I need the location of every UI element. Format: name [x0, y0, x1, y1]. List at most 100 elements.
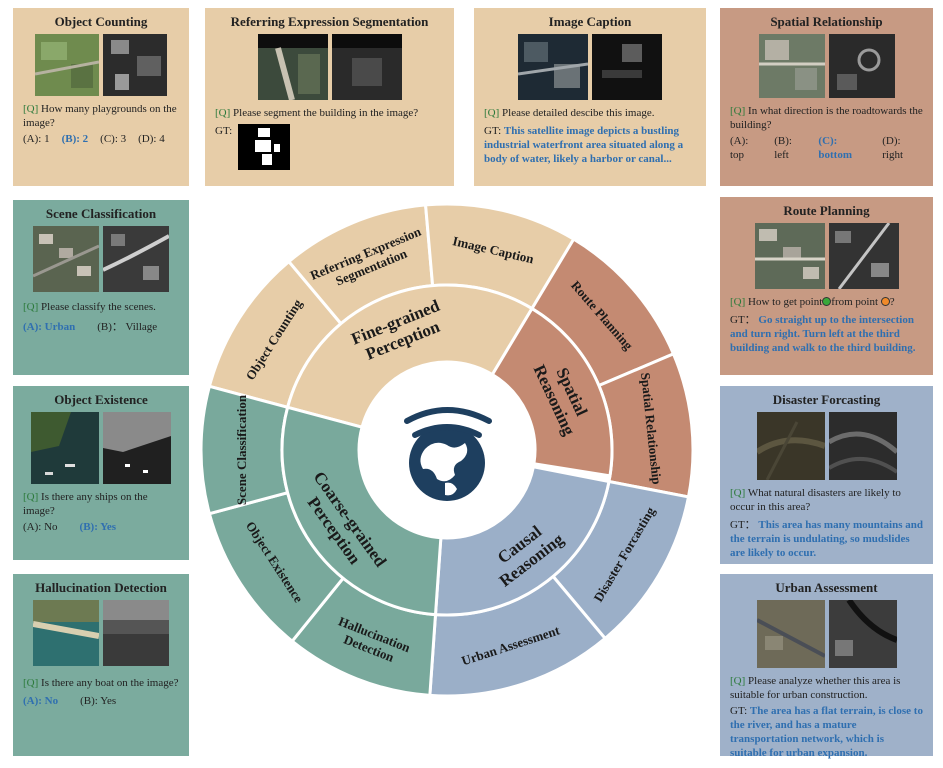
- card-title: Scene Classification: [45, 206, 157, 221]
- options: (A): 1 (B): 2 (C): 3 (D): 4: [23, 132, 179, 146]
- question-text: Is there any ships on the image?: [23, 491, 148, 517]
- question-text: How many playgrounds on the image?: [23, 103, 177, 129]
- question-text: In what direction is the roadtowards the…: [730, 105, 923, 131]
- image-pair: [23, 34, 179, 96]
- question-text-a: How to get point: [748, 296, 823, 308]
- question: [Q] Please analyze whether this area is …: [730, 674, 923, 702]
- sar-image: [828, 600, 897, 668]
- option-c: (C): bottom: [818, 135, 853, 161]
- image-pair: [215, 34, 444, 100]
- ground-truth: GT: The area has a flat terrain, is clos…: [730, 704, 923, 760]
- card-title: Spatial Relationship: [770, 14, 883, 29]
- card-title: Object Existence: [54, 392, 148, 407]
- gt-tag: GT:: [215, 125, 233, 137]
- green-point-icon: [822, 297, 832, 306]
- option-d: (D): right: [882, 135, 904, 161]
- question-text: Please analyze whether this area is suit…: [730, 675, 901, 701]
- sar-image: [103, 412, 171, 484]
- q-tag: [Q]: [23, 103, 39, 115]
- sar-image: [331, 34, 402, 100]
- card-title: Disaster Forcasting: [772, 392, 881, 407]
- q-tag: [Q]: [23, 677, 39, 689]
- card-title: Referring Expression Segmentation: [230, 14, 429, 29]
- card-title: Image Caption: [548, 14, 632, 29]
- options: (A): No (B): Yes: [23, 520, 179, 534]
- optical-image: [758, 34, 825, 98]
- question: [Q] How many playgrounds on the image?: [23, 102, 179, 130]
- question-text: Please classify the scenes.: [41, 301, 156, 313]
- globe-logo-icon: [359, 362, 535, 538]
- card-object-counting: Object Counting [Q] How many playgrounds…: [13, 8, 189, 186]
- option-b: (B)： Village: [97, 321, 158, 333]
- ground-truth: GT： Go straight up to the intersection a…: [730, 313, 923, 355]
- wheel-group-segment: [280, 405, 443, 617]
- sar-image: [828, 412, 897, 480]
- image-pair: [730, 600, 923, 668]
- option-a: (A): No: [23, 695, 59, 707]
- optical-image: [257, 34, 328, 100]
- sar-image: [592, 34, 662, 100]
- question-text: Is there any boat on the image?: [41, 677, 179, 689]
- gt-tag: GT：: [730, 519, 756, 531]
- optical-image: [35, 34, 99, 96]
- question: [Q] In what direction is the roadtowards…: [730, 104, 923, 132]
- optical-image: [754, 223, 825, 289]
- gt-text: This area has many mountains and the ter…: [730, 519, 923, 559]
- option-a: (A): 1: [23, 133, 50, 145]
- image-pair: [730, 34, 923, 98]
- question: [Q] Is there any boat on the image?: [23, 676, 179, 690]
- question-text-b: from point: [831, 296, 879, 308]
- option-a: (A): Urban: [23, 321, 76, 333]
- wheel-outer-ring: [199, 202, 695, 698]
- option-a: (A): No: [23, 521, 58, 533]
- image-pair: [23, 600, 179, 666]
- ground-truth: GT: This satellite image depicts a bustl…: [484, 124, 696, 166]
- gt-text: This satellite image depicts a bustling …: [484, 125, 684, 165]
- ground-truth: GT： This area has many mountains and the…: [730, 518, 923, 560]
- option-b: (B): Yes: [80, 695, 117, 707]
- sar-image: [103, 34, 167, 96]
- card-hallucination-detection: Hallucination Detection [Q] Is there any…: [13, 574, 189, 756]
- optical-image: [756, 412, 825, 480]
- options: (A): Urban (B)： Village: [23, 320, 179, 334]
- card-scene-classification: Scene Classification [Q] Please classify…: [13, 200, 189, 375]
- q-tag: [Q]: [484, 107, 500, 119]
- gt-text: Go straight up to the intersection and t…: [730, 314, 916, 354]
- question-text: What natural disasters are likely to occ…: [730, 487, 901, 513]
- card-title: Object Counting: [54, 14, 148, 29]
- options: (A): top (B): left (C): bottom (D): righ…: [730, 134, 923, 162]
- option-a: (A): top: [730, 135, 749, 161]
- q-tag: [Q]: [730, 487, 746, 499]
- image-pair: [23, 226, 179, 292]
- image-pair: [730, 223, 923, 289]
- optical-image: [756, 600, 825, 668]
- card-route-planning: Route Planning [Q] How to get point from …: [720, 197, 933, 375]
- question-text: Please segment the building in the image…: [233, 107, 419, 119]
- gt-tag: GT：: [730, 314, 756, 326]
- question: [Q] Please segment the building in the i…: [215, 106, 444, 120]
- card-referring-segmentation: Referring Expression Segmentation [Q] Pl…: [205, 8, 454, 186]
- optical-image: [518, 34, 588, 100]
- option-b: (B): Yes: [79, 521, 117, 533]
- sar-image: [828, 34, 895, 98]
- card-object-existence: Object Existence [Q] Is there any ships …: [13, 386, 189, 560]
- question: [Q] What natural disasters are likely to…: [730, 486, 923, 514]
- question: [Q] Is there any ships on the image?: [23, 490, 179, 518]
- q-tag: [Q]: [730, 296, 746, 308]
- question-text-c: ?: [889, 296, 895, 308]
- image-pair: [484, 34, 696, 100]
- question-text: Please detailed descibe this image.: [502, 107, 655, 119]
- option-c: (C): 3: [100, 133, 127, 145]
- card-disaster-forecasting: Disaster Forcasting [Q] What natural dis…: [720, 386, 933, 564]
- segmentation-mask: [238, 124, 291, 170]
- card-title: Route Planning: [783, 203, 870, 218]
- gt-tag: GT:: [730, 705, 748, 717]
- card-title: Hallucination Detection: [35, 580, 167, 595]
- option-d: (D): 4: [138, 133, 165, 145]
- gt-tag: GT:: [484, 125, 502, 137]
- option-b: (B): 2: [61, 133, 89, 145]
- card-urban-assessment: Urban Assessment [Q] Please analyze whet…: [720, 574, 933, 759]
- q-tag: [Q]: [23, 301, 39, 313]
- image-pair: [23, 412, 179, 484]
